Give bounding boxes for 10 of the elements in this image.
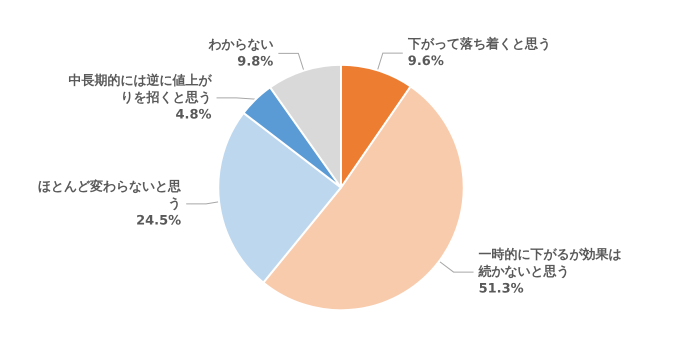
data-label: 51.3% (478, 282, 524, 297)
slice-label: 一時的に下がるが効果は続かないと思う (478, 246, 622, 280)
slice-label: わからない (207, 37, 274, 52)
data-label: 9.8% (237, 54, 274, 70)
slice-label: 下がって落ち着くと思う (406, 36, 551, 52)
data-label: 4.8% (175, 107, 212, 122)
slice-label: ほとんど変わらないと思う (38, 178, 182, 212)
slice-label: 中長期的には逆に値上がりを招くと思う (68, 72, 213, 106)
data-label: 24.5% (136, 213, 182, 228)
data-label: 9.6% (408, 54, 444, 70)
